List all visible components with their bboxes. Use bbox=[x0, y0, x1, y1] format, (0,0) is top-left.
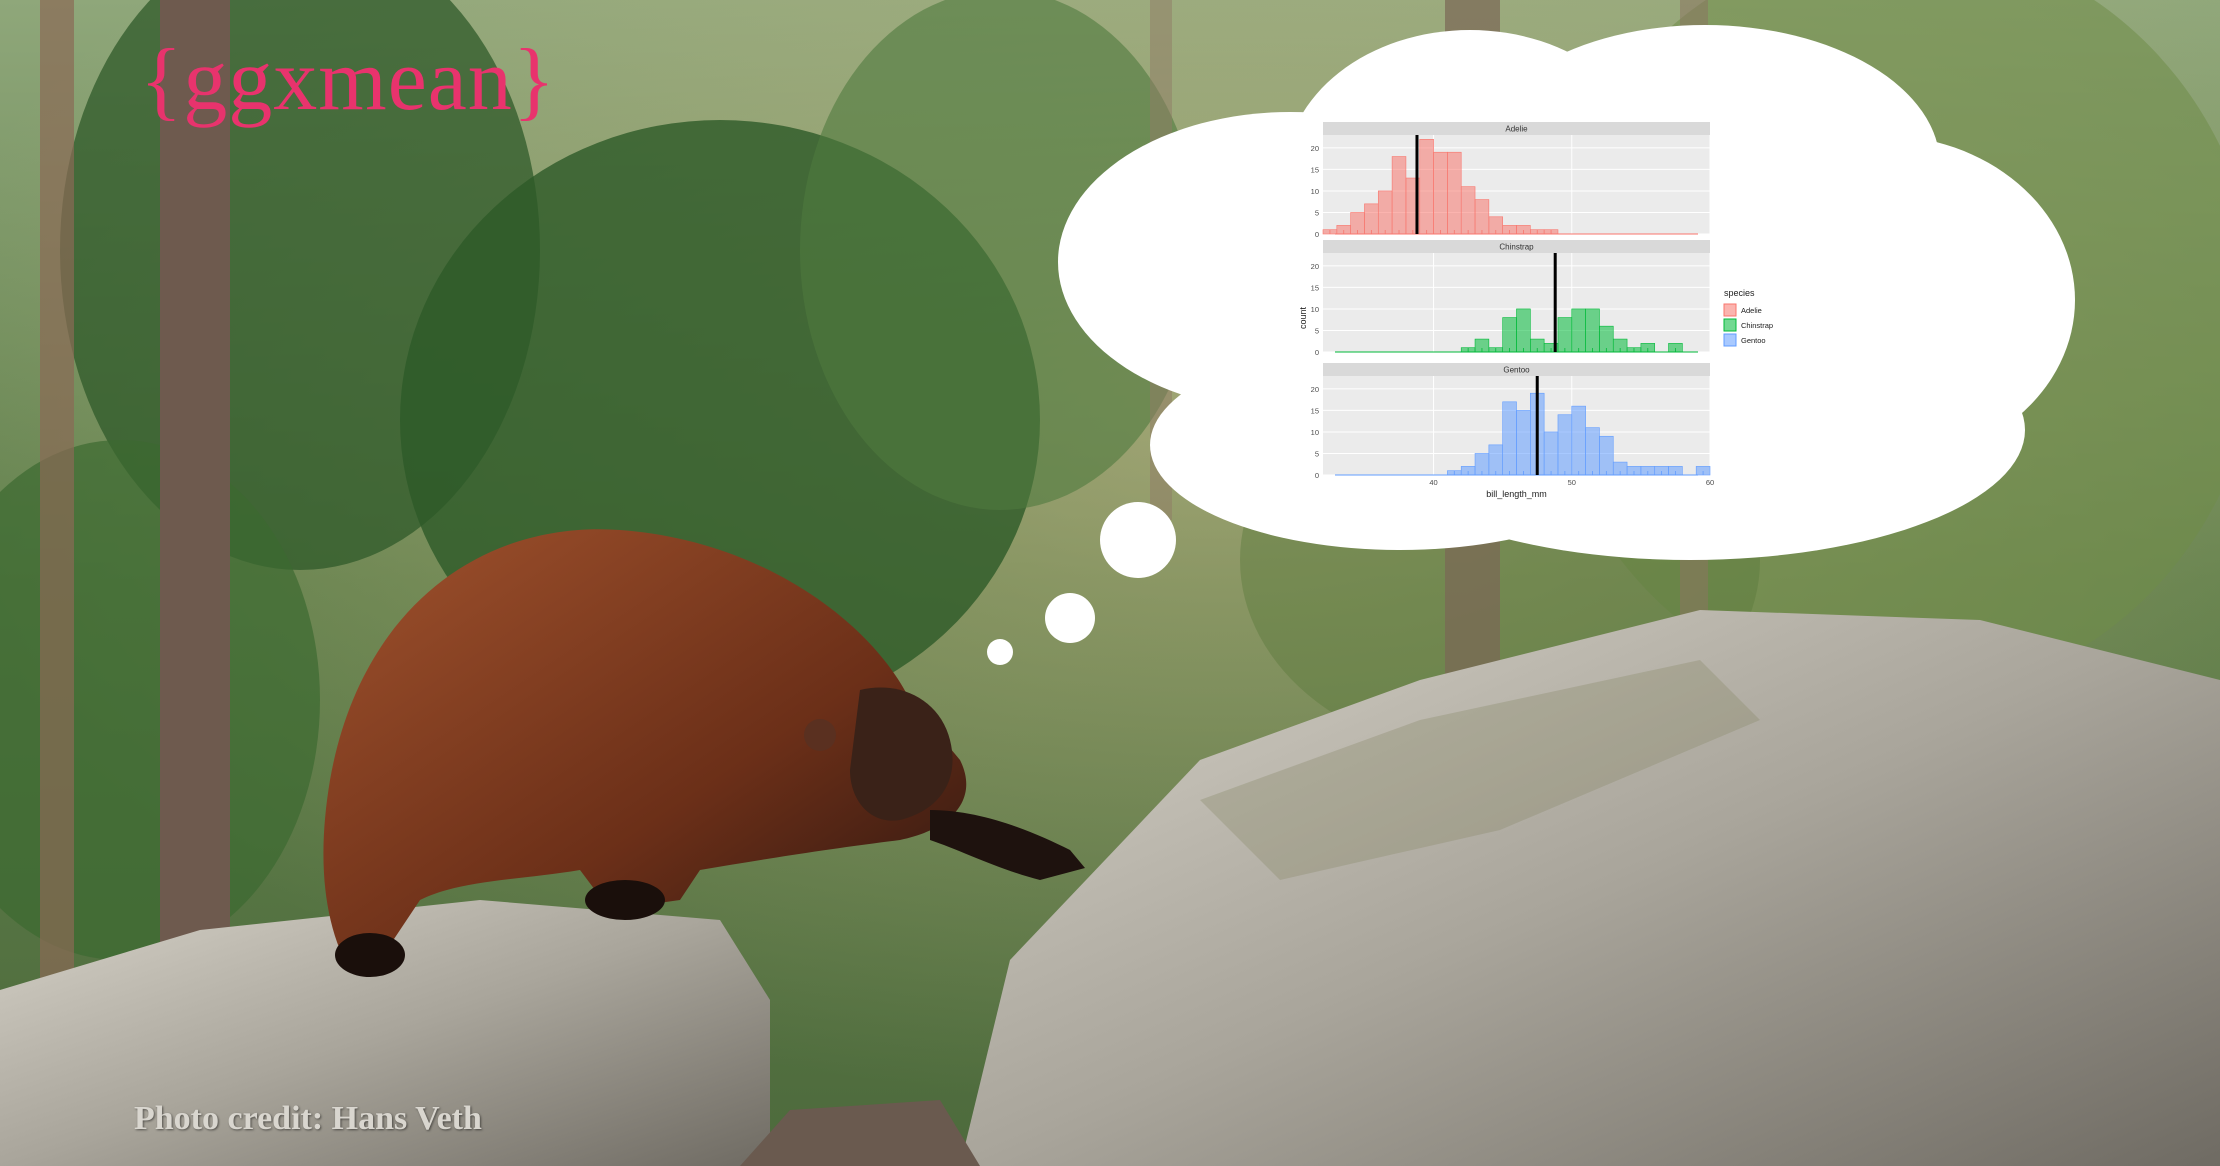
histogram-bar bbox=[1516, 410, 1531, 476]
histogram-bar bbox=[1502, 317, 1517, 353]
y-axis-label: count bbox=[1298, 306, 1308, 329]
y-tick-label: 15 bbox=[1311, 406, 1319, 415]
legend-swatch bbox=[1723, 333, 1737, 347]
y-tick-label: 5 bbox=[1315, 449, 1319, 458]
rock-moss bbox=[1200, 660, 1760, 880]
histogram-bar bbox=[1364, 203, 1379, 235]
y-tick-label: 20 bbox=[1311, 385, 1319, 394]
histogram-bar bbox=[1474, 199, 1490, 235]
legend-swatch bbox=[1723, 303, 1737, 317]
histogram-bar bbox=[1599, 435, 1614, 476]
histogram-bar bbox=[1502, 401, 1517, 476]
y-tick-label: 10 bbox=[1311, 187, 1319, 196]
histogram-bar bbox=[1585, 427, 1600, 476]
histogram-bar bbox=[1377, 190, 1393, 235]
y-tick-label: 0 bbox=[1315, 230, 1319, 239]
faceted-histogram: Adelie 0 5 10 15 20 Chinstrap 0 5 10 15 20 Gentoo 0 5 1… bbox=[1298, 122, 1773, 499]
histogram-bar bbox=[1447, 151, 1462, 235]
thought-bubble-medium bbox=[1045, 593, 1095, 643]
y-tick-label: 15 bbox=[1311, 165, 1319, 174]
histogram-bar bbox=[1585, 308, 1600, 353]
wolverine bbox=[323, 529, 1085, 977]
histogram-bar bbox=[1433, 151, 1448, 235]
y-tick-label: 15 bbox=[1311, 283, 1319, 292]
x-tick-label: 40 bbox=[1429, 478, 1437, 487]
thought-bubble-large bbox=[1100, 502, 1176, 578]
histogram-bar bbox=[1557, 317, 1573, 353]
y-tick-label: 0 bbox=[1315, 471, 1319, 480]
legend-swatch bbox=[1723, 318, 1737, 332]
facet-strip bbox=[1323, 122, 1710, 135]
legend-title: species bbox=[1724, 288, 1755, 298]
histogram-bar bbox=[1571, 405, 1586, 476]
histogram-bar bbox=[1488, 444, 1503, 476]
package-title: {ggxmean} bbox=[140, 32, 557, 129]
y-tick-label: 20 bbox=[1311, 262, 1319, 271]
histogram-bar bbox=[1571, 308, 1586, 353]
histogram-bar bbox=[1557, 414, 1573, 476]
x-tick-label: 50 bbox=[1568, 478, 1576, 487]
legend-label: Adelie bbox=[1741, 306, 1762, 315]
y-tick-label: 5 bbox=[1315, 208, 1319, 217]
legend-label: Gentoo bbox=[1741, 336, 1766, 345]
rock-right bbox=[960, 610, 2220, 1166]
histogram-bar bbox=[1516, 308, 1531, 353]
histogram-bar bbox=[1460, 186, 1476, 235]
facet-strip bbox=[1323, 363, 1710, 376]
y-tick-label: 5 bbox=[1315, 326, 1319, 335]
facet-label: Chinstrap bbox=[1499, 243, 1534, 252]
histogram-bar bbox=[1391, 156, 1407, 235]
facet-label: Adelie bbox=[1505, 125, 1528, 134]
thought-bubble-small bbox=[987, 639, 1013, 665]
y-tick-label: 10 bbox=[1311, 428, 1319, 437]
facet-strip bbox=[1323, 240, 1710, 253]
x-axis-label: bill_length_mm bbox=[1486, 489, 1547, 499]
y-tick-label: 0 bbox=[1315, 348, 1319, 357]
rock-gap bbox=[740, 1100, 980, 1166]
x-tick-label: 60 bbox=[1706, 478, 1714, 487]
rock-left bbox=[0, 900, 770, 1166]
histogram-bar bbox=[1543, 431, 1559, 476]
y-tick-label: 20 bbox=[1311, 144, 1319, 153]
facet-label: Gentoo bbox=[1503, 366, 1530, 375]
y-tick-label: 10 bbox=[1311, 305, 1319, 314]
histogram-bar bbox=[1419, 139, 1434, 235]
legend-label: Chinstrap bbox=[1741, 321, 1773, 330]
photo-credit: Photo credit: Hans Veth bbox=[134, 1100, 482, 1137]
